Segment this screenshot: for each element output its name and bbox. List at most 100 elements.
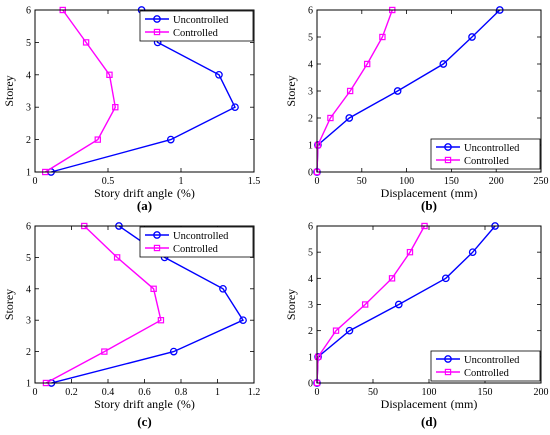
x-tick-label: 1.5 bbox=[248, 176, 261, 187]
x-axis-label: Story drift angle (%) bbox=[94, 186, 195, 200]
y-tick-label: 2 bbox=[26, 135, 31, 146]
y-tick-label: 4 bbox=[26, 284, 31, 295]
data-point-controlled bbox=[314, 353, 322, 361]
chart-panel-4: 0 50 100 150 200 0 1 2 3 4 5 6 Uncontrolled Controlle… bbox=[284, 222, 549, 430]
data-point-controlled bbox=[388, 275, 396, 282]
y-tick-label: 3 bbox=[26, 103, 31, 114]
y-axis-label: Storey bbox=[284, 289, 298, 320]
y-tick-label: 2 bbox=[26, 347, 31, 358]
chart-panel-2: 0 50 100 150 200 250 0 1 2 3 4 5 6 Uncontrolled Contro… bbox=[284, 6, 549, 214]
panel-caption: (b) bbox=[421, 198, 437, 213]
data-point-controlled bbox=[361, 301, 369, 308]
data-point-controlled bbox=[327, 114, 334, 122]
legend-label: Uncontrolled bbox=[464, 355, 520, 366]
x-tick-label: 0 bbox=[315, 387, 320, 398]
y-tick-label: 1 bbox=[26, 168, 31, 179]
y-tick-label: 1 bbox=[308, 352, 313, 363]
panel-caption: (d) bbox=[421, 414, 437, 429]
data-point-uncontrolled bbox=[441, 274, 450, 283]
x-tick-label: 1.2 bbox=[248, 387, 261, 398]
x-tick-label: 150 bbox=[444, 176, 459, 187]
x-axis-label: Displacement (mm) bbox=[381, 186, 478, 200]
legend-marker-uncontrolled bbox=[153, 231, 161, 239]
legend-label: Uncontrolled bbox=[173, 15, 229, 26]
legend-marker-uncontrolled bbox=[153, 15, 161, 23]
y-tick-label: 1 bbox=[308, 141, 313, 152]
data-point-controlled bbox=[346, 87, 354, 95]
x-tick-label: 0.2 bbox=[65, 387, 78, 398]
data-point-uncontrolled bbox=[468, 248, 477, 257]
legend-label: Uncontrolled bbox=[464, 143, 520, 154]
x-axis-unit: (%) bbox=[177, 397, 195, 411]
y-tick-label: 3 bbox=[26, 316, 31, 327]
data-point-uncontrolled bbox=[239, 316, 247, 325]
panel-caption: (c) bbox=[137, 414, 151, 429]
y-tick-label: 4 bbox=[308, 274, 313, 285]
x-axis-unit: (mm) bbox=[451, 186, 478, 200]
y-tick-label: 6 bbox=[26, 222, 31, 233]
data-point-uncontrolled bbox=[468, 33, 476, 41]
y-tick-label: 5 bbox=[26, 38, 31, 49]
x-axis-label: Story drift angle (%) bbox=[94, 397, 195, 411]
y-tick-label: 2 bbox=[308, 114, 313, 125]
x-tick-label: 1 bbox=[215, 387, 220, 398]
legend-marker-controlled bbox=[444, 368, 452, 376]
y-tick-label: 5 bbox=[26, 253, 31, 264]
y-tick-label: 5 bbox=[308, 248, 313, 259]
y-axis-label: Storey bbox=[2, 75, 16, 106]
legend-marker-uncontrolled bbox=[444, 355, 452, 363]
data-point-controlled bbox=[113, 254, 121, 261]
data-point-uncontrolled bbox=[215, 70, 223, 79]
data-point-uncontrolled bbox=[169, 347, 178, 356]
data-point-controlled bbox=[332, 327, 340, 334]
data-point-controlled bbox=[157, 317, 165, 324]
legend-label: Controlled bbox=[173, 28, 219, 39]
plot-frame bbox=[316, 225, 542, 384]
series-line-controlled bbox=[45, 225, 162, 384]
x-axis-label: Displacement (mm) bbox=[381, 397, 478, 411]
data-point-uncontrolled bbox=[166, 135, 175, 144]
plot-frame bbox=[34, 225, 255, 384]
x-tick-label: 250 bbox=[534, 176, 549, 187]
series-line-controlled bbox=[44, 9, 117, 173]
chart-legend: Uncontrolled Controlled bbox=[430, 350, 541, 382]
legend-label: Controlled bbox=[173, 244, 219, 255]
data-point-uncontrolled bbox=[439, 60, 448, 68]
y-tick-label: 5 bbox=[308, 33, 313, 44]
chart-panel-3: 0 0.2 0.4 0.6 0.8 1 1.2 1 2 3 4 5 6 Uncontrolled Contr… bbox=[2, 222, 260, 430]
x-tick-label: 0.8 bbox=[175, 387, 188, 398]
x-tick-label: 0 bbox=[315, 176, 320, 187]
x-tick-label: 0.4 bbox=[102, 387, 115, 398]
x-axis-label-text: Displacement bbox=[381, 397, 448, 411]
y-axis-label: Storey bbox=[2, 289, 16, 320]
x-tick-label: 50 bbox=[357, 176, 367, 187]
y-tick-label: 3 bbox=[308, 300, 313, 311]
series-line-controlled bbox=[316, 9, 393, 173]
data-point-uncontrolled bbox=[393, 87, 402, 95]
legend-label: Controlled bbox=[464, 368, 510, 379]
data-point-uncontrolled bbox=[345, 326, 354, 335]
chart-legend: Uncontrolled Controlled bbox=[139, 10, 254, 42]
chart-legend: Uncontrolled Controlled bbox=[430, 138, 541, 170]
x-tick-label: 200 bbox=[489, 176, 504, 187]
x-tick-label: 100 bbox=[422, 387, 437, 398]
x-tick-label: 100 bbox=[399, 176, 414, 187]
plot-frame bbox=[34, 9, 255, 173]
data-point-controlled bbox=[379, 33, 386, 41]
x-axis-unit: (mm) bbox=[451, 397, 478, 411]
y-tick-label: 6 bbox=[308, 6, 313, 17]
chart-panel-1: 0 0.5 1 1.5 1 2 3 4 5 6 Uncontrolled Controlled Stor… bbox=[2, 6, 260, 214]
x-tick-label: 0.5 bbox=[102, 176, 115, 187]
y-tick-label: 0 bbox=[308, 168, 313, 179]
x-tick-label: 200 bbox=[534, 387, 549, 398]
x-tick-label: 1 bbox=[179, 176, 184, 187]
data-point-controlled bbox=[406, 248, 414, 256]
chart-legend: Uncontrolled Controlled bbox=[139, 226, 254, 258]
y-tick-label: 2 bbox=[308, 326, 313, 337]
plot-frame bbox=[316, 9, 542, 173]
legend-marker-controlled bbox=[444, 156, 452, 164]
data-point-controlled bbox=[101, 348, 108, 355]
data-point-controlled bbox=[106, 71, 113, 78]
x-axis-label-text: Displacement bbox=[381, 186, 448, 200]
legend-label: Uncontrolled bbox=[173, 231, 229, 242]
